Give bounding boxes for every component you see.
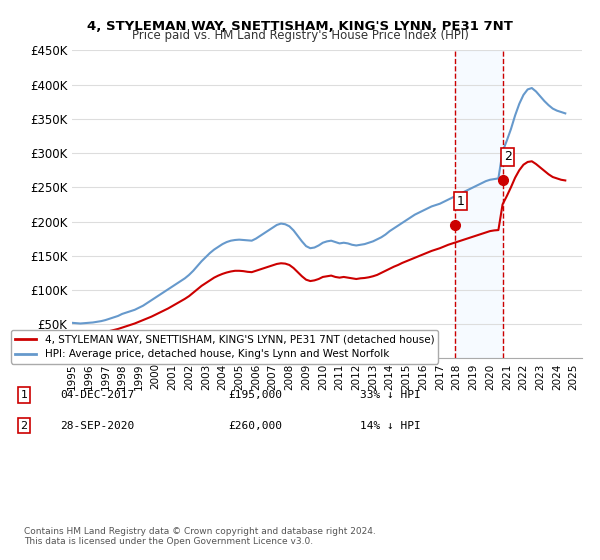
Text: 1: 1 — [20, 390, 28, 400]
Bar — [455, 50, 503, 358]
Text: Price paid vs. HM Land Registry's House Price Index (HPI): Price paid vs. HM Land Registry's House … — [131, 29, 469, 42]
Text: 04-DEC-2017: 04-DEC-2017 — [60, 390, 134, 400]
Text: 33% ↓ HPI: 33% ↓ HPI — [360, 390, 421, 400]
Text: 2: 2 — [503, 150, 512, 164]
Text: Contains HM Land Registry data © Crown copyright and database right 2024.
This d: Contains HM Land Registry data © Crown c… — [24, 526, 376, 546]
Text: 1: 1 — [457, 195, 464, 208]
Text: 14% ↓ HPI: 14% ↓ HPI — [360, 421, 421, 431]
Legend: 4, STYLEMAN WAY, SNETTISHAM, KING'S LYNN, PE31 7NT (detached house), HPI: Averag: 4, STYLEMAN WAY, SNETTISHAM, KING'S LYNN… — [11, 330, 439, 363]
Text: 4, STYLEMAN WAY, SNETTISHAM, KING'S LYNN, PE31 7NT: 4, STYLEMAN WAY, SNETTISHAM, KING'S LYNN… — [87, 20, 513, 32]
Text: 28-SEP-2020: 28-SEP-2020 — [60, 421, 134, 431]
Text: 2: 2 — [20, 421, 28, 431]
Text: £195,000: £195,000 — [228, 390, 282, 400]
Text: £260,000: £260,000 — [228, 421, 282, 431]
